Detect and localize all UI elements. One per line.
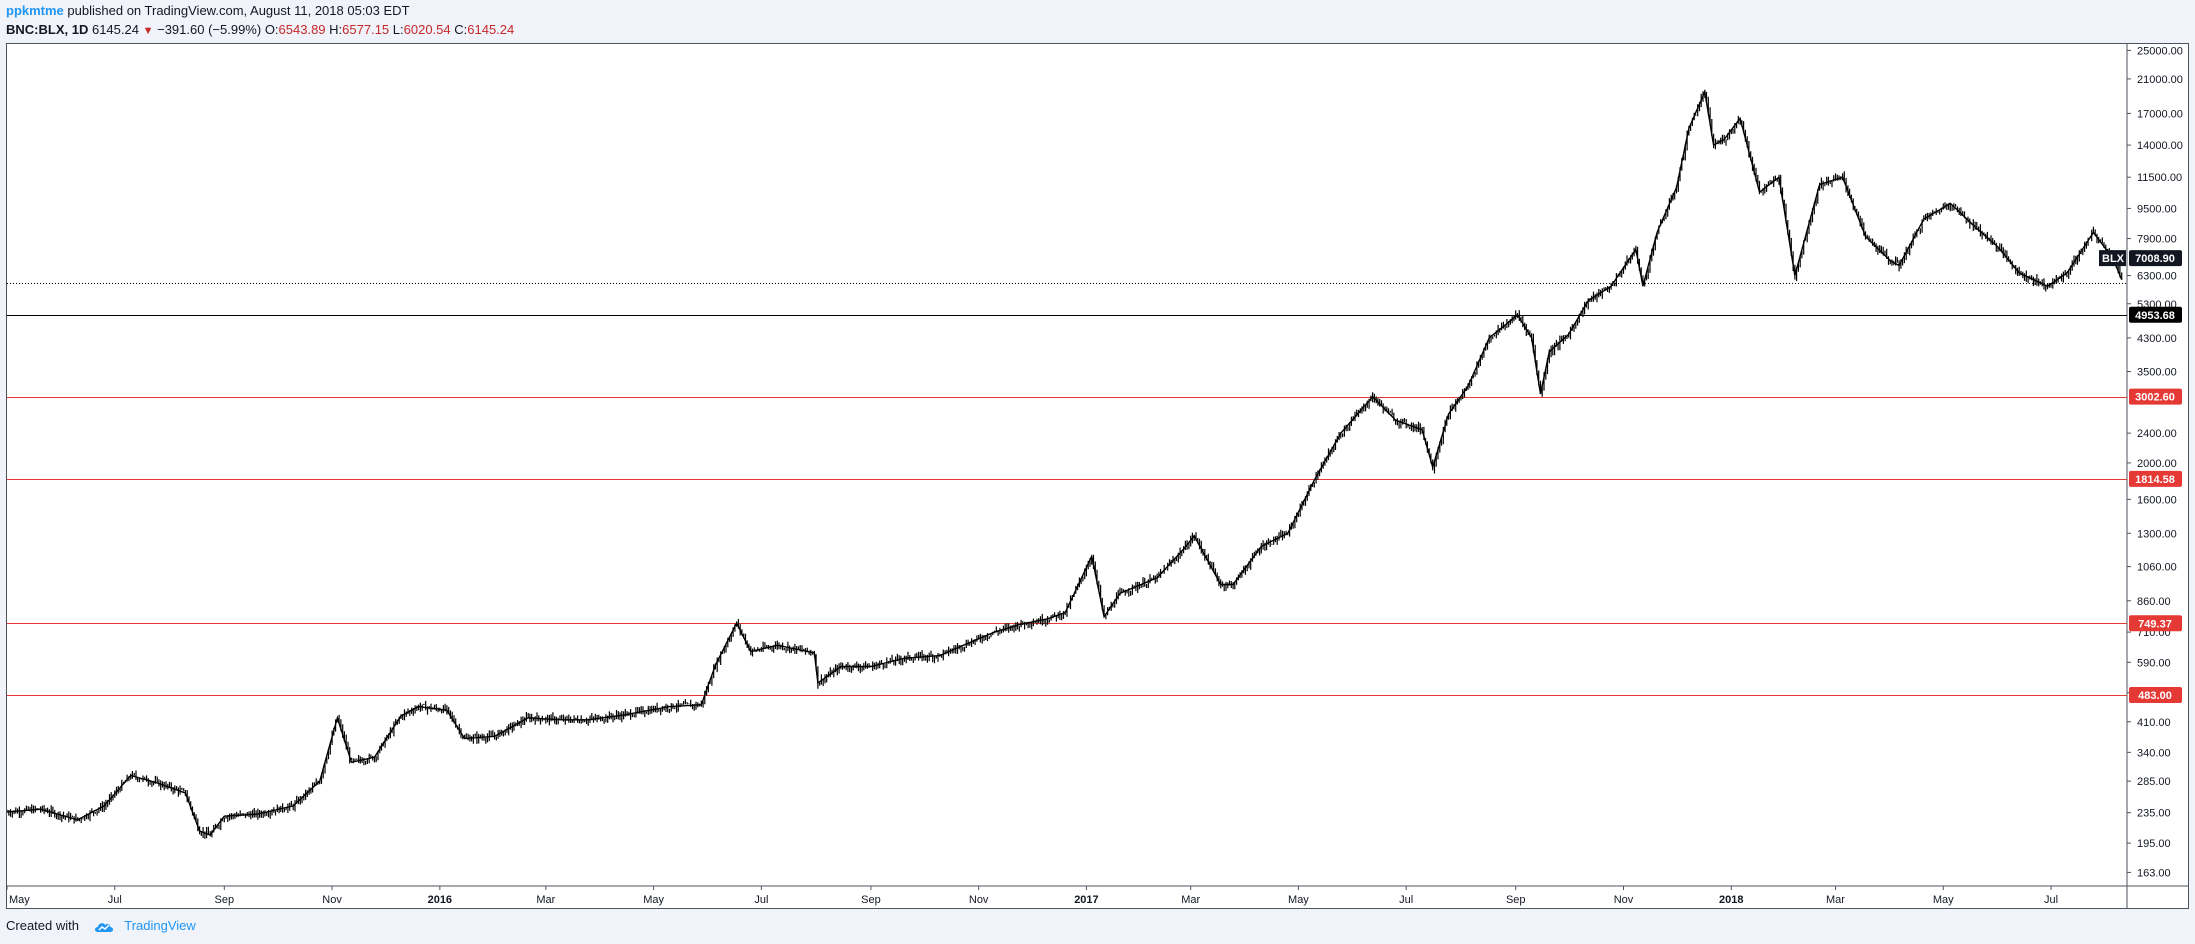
y-tick-label: 590.00 [2137,657,2171,669]
symbol-badge [2099,250,2126,267]
author-link[interactable]: ppkmtme [6,3,64,18]
y-tick-label: 4300.00 [2137,333,2177,345]
y-tick-label: 163.00 [2137,867,2171,879]
triangle-down-icon: ▼ [142,25,154,37]
x-tick-label: Jul [754,894,768,906]
y-tick-label: 9500.00 [2137,203,2177,215]
tradingview-link[interactable]: TradingView [124,918,196,933]
level-badge-label: 4953.68 [2135,310,2175,322]
close-value: 6145.24 [467,22,515,37]
low-label: L: [392,22,404,37]
low-value: 6020.54 [403,22,451,37]
x-tick-label: Jul [108,894,122,906]
x-tick-label: Sep [861,894,881,906]
x-tick-label: 2017 [1074,894,1098,906]
x-tick-label: Jul [1399,894,1413,906]
x-tick-label: Mar [1181,894,1200,906]
level-badge-label: 1814.58 [2135,474,2175,486]
created-with-text: Created with [6,918,79,933]
y-tick-label: 1060.00 [2137,562,2177,574]
x-tick-label: Nov [1614,894,1634,906]
x-tick-label: Jul [2044,894,2058,906]
publish-info: ppkmtme published on TradingView.com, Au… [6,3,410,18]
chart-frame[interactable]: 25000.00 21000.00 17000.00 14000.00 11500.00… [6,43,2189,909]
y-tick-label: 7900.00 [2137,234,2177,246]
open-value: 6543.89 [278,22,326,37]
y-tick-label: 1600.00 [2137,494,2177,506]
price-line [7,89,2123,836]
x-tick-label: May [643,894,664,906]
price-series [7,89,2123,839]
y-tick-label: 2400.00 [2137,428,2177,440]
y-tick-label: 285.00 [2137,776,2171,788]
last-price: 6145.24 [91,22,139,37]
x-tick-label: 2018 [1719,894,1743,906]
x-tick-label: Sep [215,894,235,906]
y-tick-label: 235.00 [2137,808,2171,820]
y-tick-label: 6300.00 [2137,271,2177,283]
level-badge [2129,470,2182,487]
high-value: 6577.15 [342,22,390,37]
price-change: −391.60 (−5.99%) [157,22,262,37]
x-tick-label: May [1933,894,1954,906]
x-tick-label: May [9,894,30,906]
x-tick-label: May [1288,894,1309,906]
y-tick-label: 11500.00 [2137,172,2182,184]
y-tick-label: 1300.00 [2137,528,2177,540]
tradingview-cloud-icon[interactable] [93,920,115,934]
symbol-badge-label: BLX [2102,253,2125,265]
y-tick-label: 860.00 [2137,596,2171,608]
level-badge [2129,615,2182,632]
level-badge [2129,687,2182,704]
x-tick-label: Mar [1826,894,1845,906]
y-tick-label: 17000.00 [2137,108,2183,120]
published-text: published on TradingView.com, August 11,… [67,3,410,18]
x-tick-label: Nov [969,894,989,906]
high-label: H: [329,22,343,37]
y-tick-label: 340.00 [2137,747,2171,759]
open-label: O: [264,22,279,37]
y-tick-label: 410.00 [2137,717,2171,729]
level-badge-label: 3002.60 [2135,392,2175,404]
level-badge [2129,306,2182,323]
x-tick-label: Sep [1506,894,1526,906]
footer: Created with TradingView [6,918,196,934]
chart-header: ppkmtme published on TradingView.com, Au… [0,0,2195,42]
x-tick-label: Mar [536,894,555,906]
y-tick-label: 14000.00 [2137,140,2183,152]
x-tick-label: Nov [322,894,342,906]
level-badge-label: 749.37 [2138,618,2172,630]
level-badge-label: 483.00 [2138,690,2172,702]
price-bars [7,89,2123,839]
symbol-name[interactable]: BNC:BLX, 1D [6,22,89,37]
last-price-badge-label: 7008.90 [2135,253,2175,265]
y-tick-label: 25000.00 [2137,45,2183,57]
x-tick-label: 2016 [428,894,452,906]
price-chart[interactable]: 25000.00 21000.00 17000.00 14000.00 11500.00… [7,44,2188,908]
last-price-badge [2129,250,2182,267]
close-label: C: [454,22,468,37]
symbol-legend: BNC:BLX, 1D 6145.24 ▼ −391.60 (−5.99%) O… [6,22,514,37]
y-tick-label: 195.00 [2137,838,2171,850]
y-tick-label: 2000.00 [2137,458,2177,470]
level-badge [2129,388,2182,405]
y-tick-label: 21000.00 [2137,74,2183,86]
y-tick-label: 3500.00 [2137,367,2177,379]
